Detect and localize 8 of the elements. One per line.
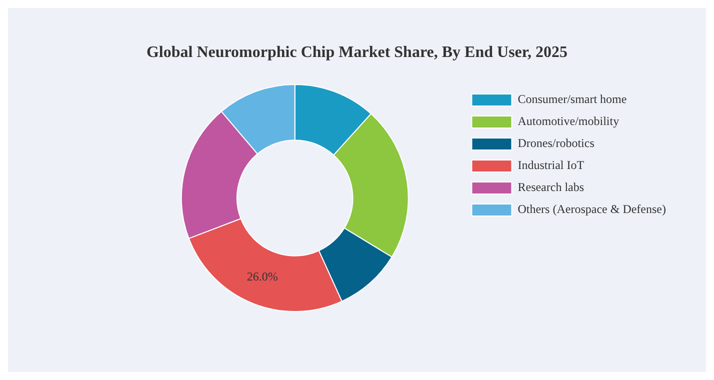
legend-label: Industrial IoT [518, 158, 585, 172]
legend-label: Others (Aerospace & Defense) [518, 202, 666, 216]
legend-label: Consumer/smart home [518, 92, 627, 106]
legend-label: Automotive/mobility [518, 114, 620, 128]
chart-title: Global Neuromorphic Chip Market Share, By End User, 2025 [145, 43, 569, 63]
legend-label: Drones/robotics [518, 136, 595, 150]
data-label: 26.0% [246, 269, 278, 284]
legend-label: Research labs [518, 180, 584, 194]
